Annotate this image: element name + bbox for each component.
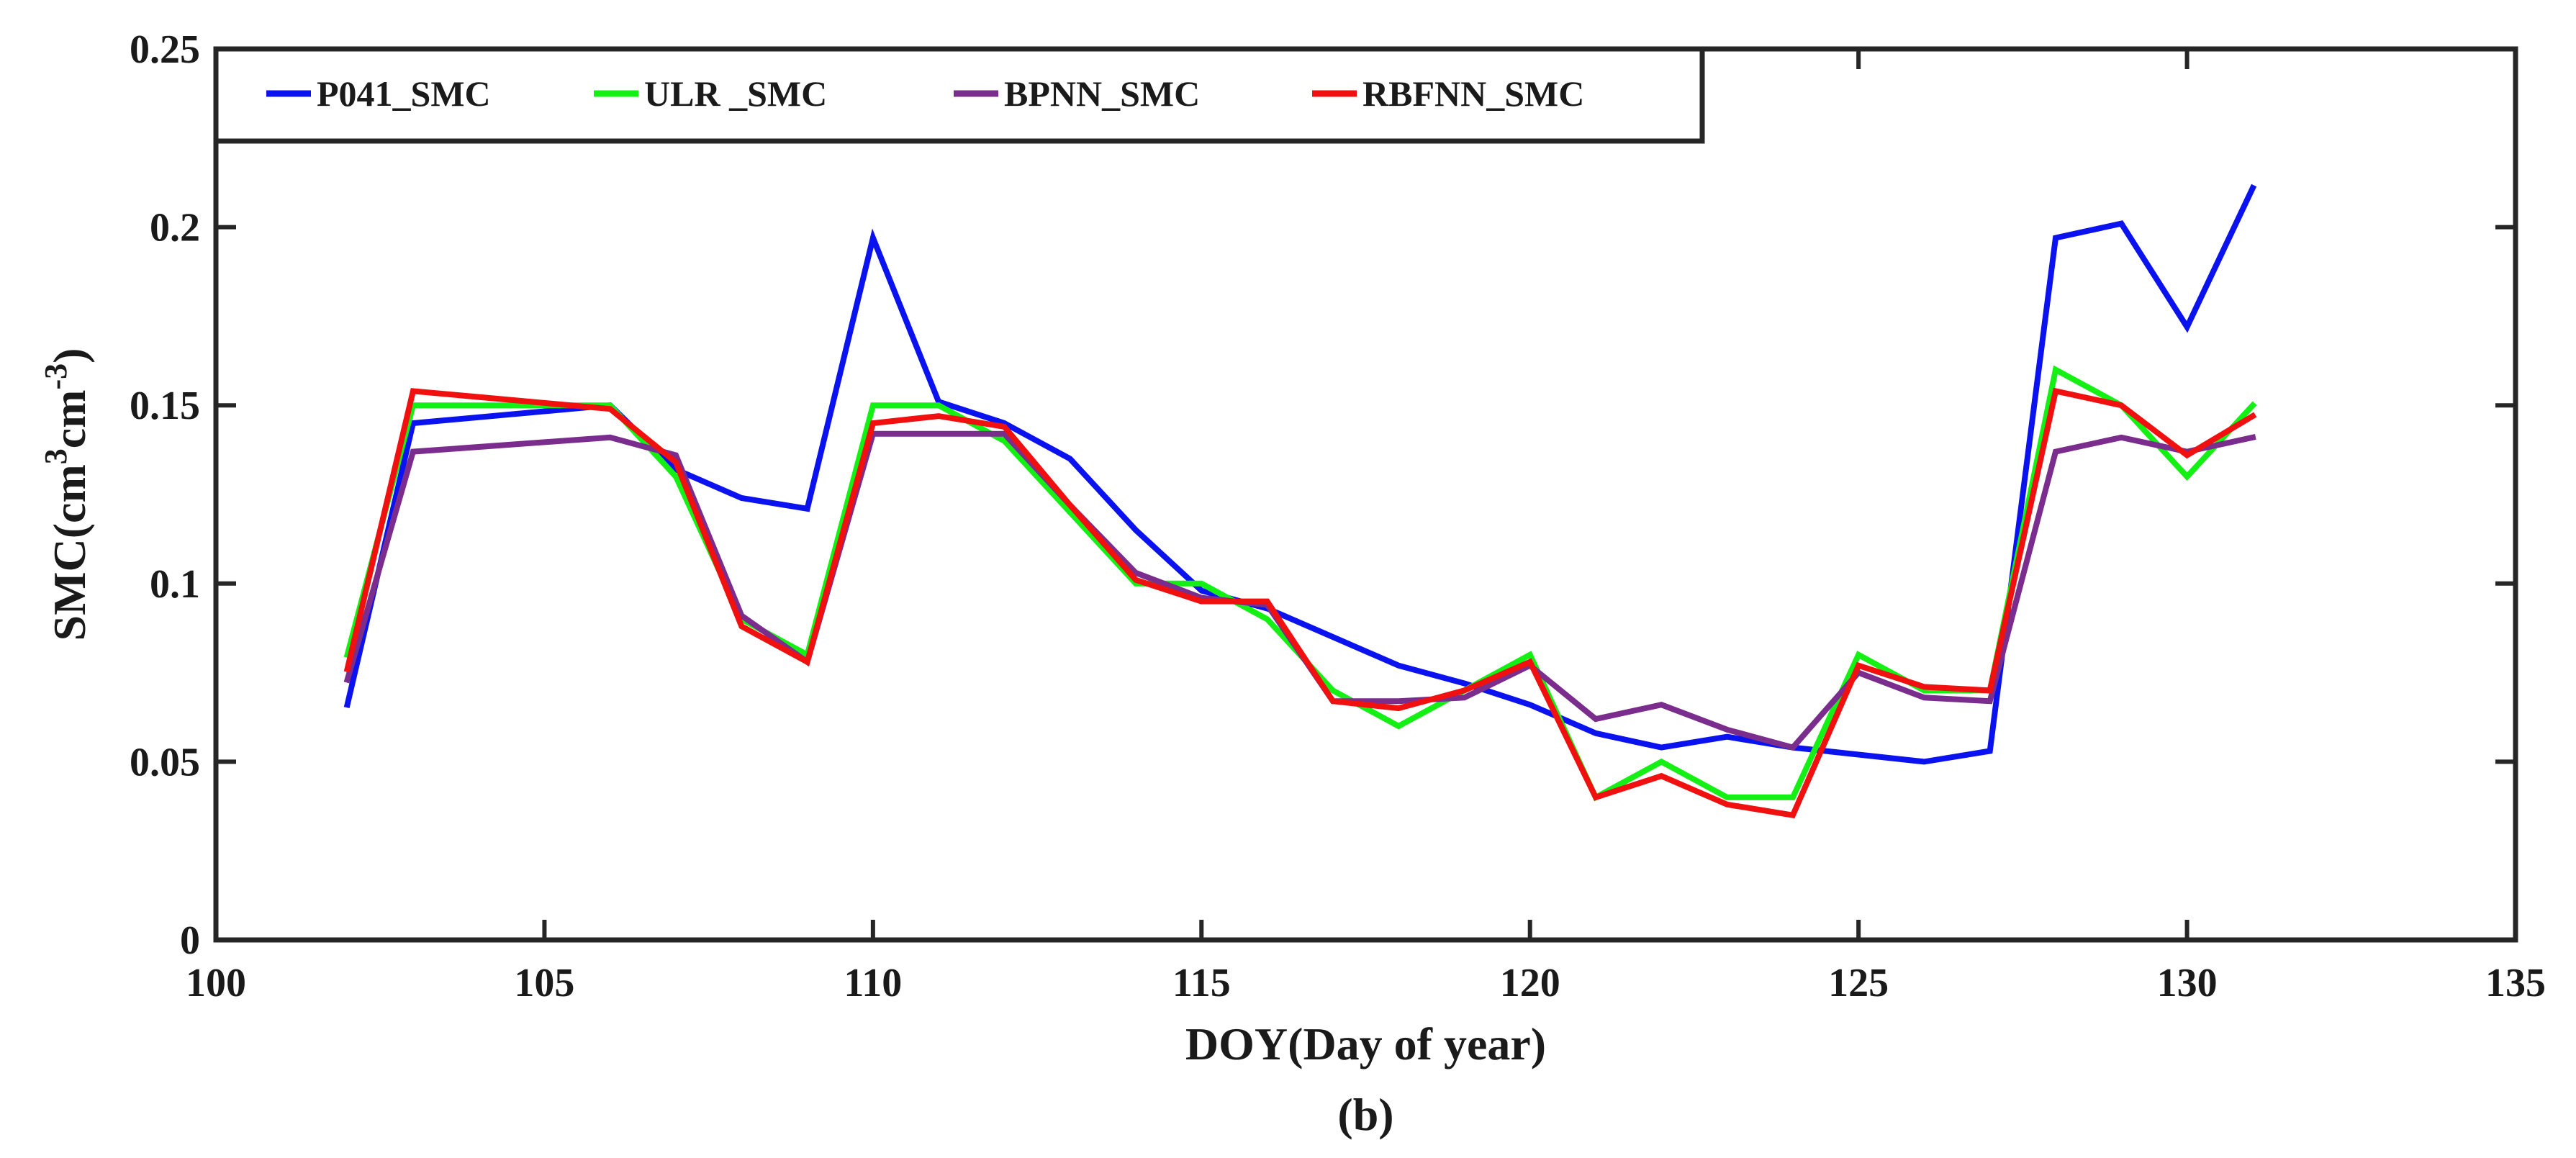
x-tick-label: 120 bbox=[1500, 961, 1560, 1005]
legend-label-bpnn-smc: BPNN_SMC bbox=[1004, 73, 1200, 114]
x-axis-title: DOY(Day of year) bbox=[1185, 1018, 1546, 1069]
series-line-p041-smc bbox=[343, 184, 2257, 765]
legend-label-ulr-smc: ULR _SMC bbox=[644, 73, 827, 114]
y-tick-label: 0.15 bbox=[130, 384, 200, 428]
y-tick-label: 0.25 bbox=[130, 27, 200, 72]
x-tick-label: 130 bbox=[2157, 961, 2218, 1005]
series-line-ulr-smc bbox=[343, 365, 2257, 802]
y-tick-label: 0.05 bbox=[130, 740, 200, 784]
x-tick-label: 135 bbox=[2485, 961, 2546, 1005]
y-tick-label: 0.2 bbox=[150, 206, 200, 250]
figure-caption: (b) bbox=[1337, 1089, 1393, 1140]
series-line-bpnn-smc bbox=[343, 430, 2256, 751]
plot-frame bbox=[213, 46, 2518, 943]
legend-label-rbfnn-smc: RBFNN_SMC bbox=[1362, 73, 1584, 114]
legend-label-p041-smc: P041_SMC bbox=[317, 73, 491, 114]
y-tick-label: 0 bbox=[180, 918, 200, 963]
x-tick-label: 100 bbox=[186, 961, 246, 1005]
series-line-rbfnn-smc bbox=[343, 387, 2257, 819]
x-tick-label: 125 bbox=[1828, 961, 1889, 1005]
y-tick-label: 0.1 bbox=[150, 562, 200, 607]
x-tick-label: 105 bbox=[514, 961, 574, 1005]
y-axis-title: SMC(cm3cm-3) bbox=[38, 348, 95, 641]
x-tick-label: 115 bbox=[1172, 961, 1231, 1005]
x-tick-label: 110 bbox=[844, 961, 902, 1005]
